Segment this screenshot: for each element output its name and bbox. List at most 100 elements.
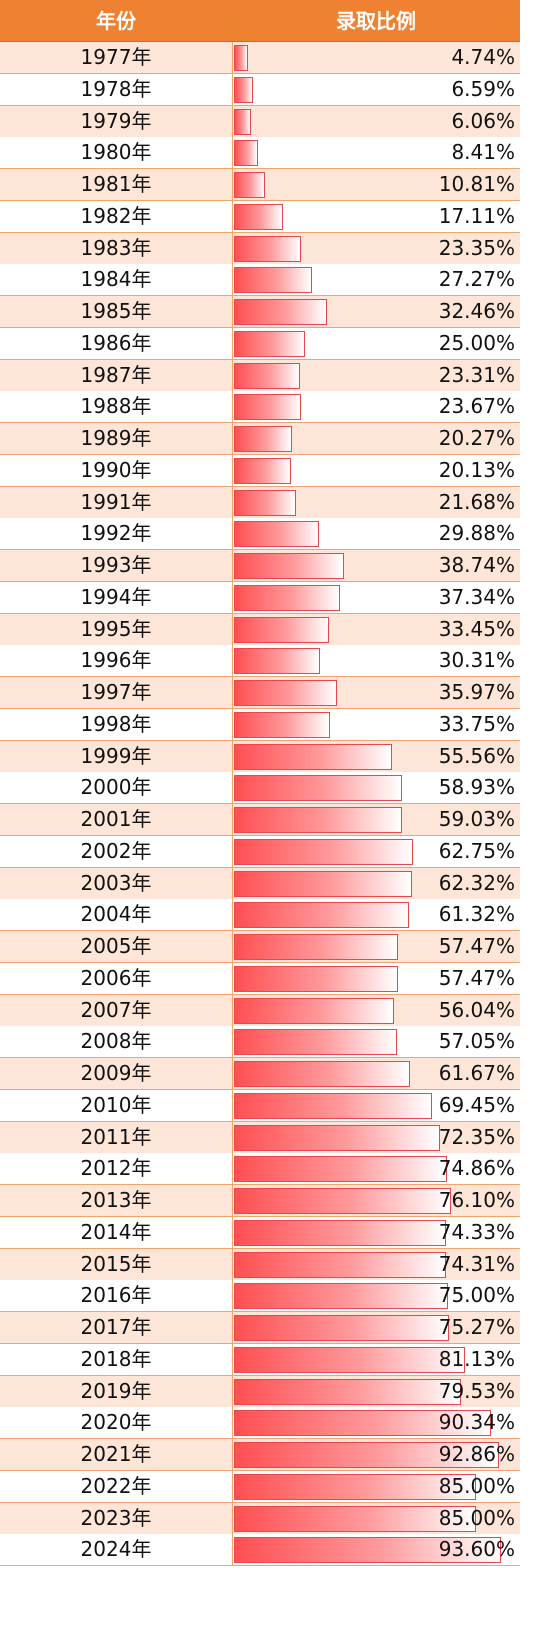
year-cell: 1998年	[80, 711, 152, 736]
rate-bar	[234, 140, 258, 167]
rate-bar	[234, 553, 345, 579]
table-row: 2024年 93.60%	[0, 1534, 520, 1567]
column-divider	[232, 899, 233, 931]
column-divider	[232, 1407, 233, 1439]
year-cell: 2003年	[80, 870, 152, 895]
rate-value-label: 8.41%	[451, 140, 515, 165]
table-row: 2020年 90.34%	[0, 1407, 520, 1440]
table-row: 2014年 74.33%	[0, 1216, 520, 1249]
table-row: 2000年 58.93%	[0, 772, 520, 805]
rate-value-label: 72.35%	[438, 1124, 515, 1149]
year-cell: 2004年	[80, 902, 152, 927]
rate-value-label: 23.31%	[438, 362, 515, 387]
table-row: 1992年 29.88%	[0, 518, 520, 551]
rate-bar	[234, 108, 252, 135]
column-divider	[232, 613, 233, 645]
column-divider	[232, 137, 233, 169]
rate-value-label: 76.10%	[438, 1188, 515, 1212]
table-row: 2002年 62.75%	[0, 835, 520, 868]
rate-bar	[234, 1219, 446, 1246]
year-cell: 1977年	[80, 45, 152, 69]
rate-value-label: 75.27%	[438, 1315, 515, 1339]
rate-bar	[234, 1061, 410, 1087]
table-row: 1982年 17.11%	[0, 200, 520, 233]
rate-bar	[234, 172, 265, 198]
rate-bar	[234, 203, 283, 230]
column-divider	[232, 42, 233, 73]
rate-bar	[234, 1029, 397, 1056]
rate-value-label: 74.31%	[438, 1251, 515, 1276]
column-divider	[232, 105, 233, 137]
table-row: 2012年 74.86%	[0, 1153, 520, 1186]
year-cell: 2015年	[80, 1251, 152, 1276]
year-cell: 1997年	[80, 680, 152, 704]
rate-value-label: 61.67%	[438, 1061, 515, 1085]
rate-value-label: 32.46%	[438, 299, 515, 323]
year-cell: 1989年	[80, 426, 152, 450]
rate-value-label: 23.67%	[438, 394, 515, 419]
rate-value-label: 27.27%	[438, 267, 515, 292]
table-row: 1997年 35.97%	[0, 677, 520, 709]
rate-bar	[234, 330, 306, 357]
column-divider	[232, 994, 233, 1026]
table-row: 2023年 85.00%	[0, 1502, 520, 1535]
rate-bar	[234, 1473, 477, 1500]
column-divider	[232, 1280, 233, 1312]
rate-value-label: 33.75%	[438, 711, 515, 736]
table-row: 1994年 37.34%	[0, 581, 520, 614]
rate-value-label: 20.27%	[438, 426, 515, 450]
rate-bar	[234, 1537, 501, 1564]
year-cell: 2001年	[80, 807, 152, 831]
rate-bar	[234, 235, 301, 262]
column-divider	[232, 962, 233, 994]
rate-value-label: 61.32%	[438, 902, 515, 927]
table-row: 2009年 61.67%	[0, 1058, 520, 1090]
year-cell: 2012年	[80, 1156, 152, 1181]
column-divider	[232, 1502, 233, 1534]
rate-bar	[234, 997, 394, 1024]
table-row: 1990年 20.13%	[0, 454, 520, 487]
table-row: 2017年 75.27%	[0, 1312, 520, 1344]
column-divider	[232, 1121, 233, 1153]
rate-bar	[234, 45, 248, 71]
year-cell: 2006年	[80, 965, 152, 990]
year-cell: 1980年	[80, 140, 152, 165]
year-cell: 1988年	[80, 394, 152, 419]
rate-bar	[234, 838, 413, 865]
year-cell: 1991年	[80, 489, 152, 514]
year-cell: 2024年	[80, 1537, 152, 1562]
rate-value-label: 29.88%	[438, 521, 515, 546]
rate-bar	[234, 1442, 499, 1468]
column-divider	[232, 1089, 233, 1121]
column-divider	[232, 1185, 233, 1216]
year-cell: 2016年	[80, 1283, 152, 1308]
year-cell: 2019年	[80, 1378, 152, 1403]
year-cell: 1992年	[80, 521, 152, 546]
rate-bar	[234, 1251, 446, 1278]
rate-value-label: 58.93%	[438, 775, 515, 800]
table-row: 1977年 4.74%	[0, 42, 520, 74]
rate-value-label: 33.45%	[438, 616, 515, 641]
column-divider	[232, 327, 233, 359]
rate-value-label: 92.86%	[438, 1442, 515, 1466]
year-cell: 1986年	[80, 330, 152, 355]
rate-value-label: 25.00%	[438, 330, 515, 355]
table-row: 1986年 25.00%	[0, 327, 520, 360]
rate-value-label: 57.47%	[438, 934, 515, 958]
admission-rate-table: 年份 录取比例 1977年 4.74% 1978年 6.59% 1979年 6.06% 19…	[0, 0, 520, 1567]
rate-bar	[234, 584, 341, 611]
rate-value-label: 57.05%	[438, 1029, 515, 1054]
rate-value-label: 74.33%	[438, 1219, 515, 1244]
table-row: 1985年 32.46%	[0, 296, 520, 328]
rate-bar	[234, 1188, 451, 1214]
table-row: 2005年 57.47%	[0, 931, 520, 963]
rate-value-label: 6.59%	[451, 76, 515, 101]
column-divider	[232, 645, 233, 677]
table-row: 2004年 61.32%	[0, 899, 520, 932]
rate-value-label: 55.56%	[438, 743, 515, 768]
rate-bar	[234, 1315, 449, 1341]
rate-value-label: 81.13%	[438, 1346, 515, 1371]
rate-bar	[234, 870, 412, 897]
rate-value-label: 37.34%	[438, 584, 515, 609]
rate-bar	[234, 1283, 448, 1310]
